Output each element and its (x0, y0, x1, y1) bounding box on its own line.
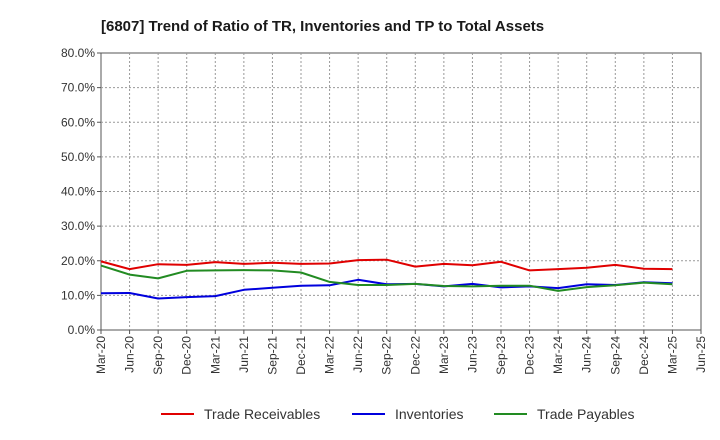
x-axis-ticks: Mar-20 Jun-20 Sep-20 Dec-20 Mar-21 Jun-21 Sep-… (94, 330, 708, 375)
x-tick-label: Sep-20 (151, 336, 165, 375)
y-axis-ticks: 0.0% 10.0% 20.0% 30.0% 40.0% 50.0% 60.0% 70.0% 8… (61, 46, 101, 337)
x-tick-label: Dec-24 (637, 336, 651, 375)
y-tick-label: 40.0% (61, 185, 95, 199)
x-tick-label: Sep-22 (380, 336, 394, 375)
x-tick-label: Mar-22 (323, 336, 337, 374)
x-tick-label: Jun-22 (351, 336, 365, 373)
x-tick-label: Mar-21 (208, 336, 222, 374)
y-tick-label: 30.0% (61, 219, 95, 233)
x-tick-label: Jun-25 (694, 336, 708, 373)
x-tick-label: Sep-23 (494, 336, 508, 375)
x-tick-label: Dec-23 (523, 336, 537, 375)
chart-title: [6807] Trend of Ratio of TR, Inventories… (101, 18, 544, 35)
y-tick-label: 0.0% (68, 323, 96, 337)
y-tick-label: 50.0% (61, 150, 95, 164)
x-tick-label: Jun-20 (123, 336, 137, 373)
series-lines (100, 258, 673, 300)
legend-label: Inventories (395, 406, 463, 422)
series-line (100, 258, 673, 272)
y-tick-label: 10.0% (61, 288, 95, 302)
x-tick-label: Dec-20 (180, 336, 194, 375)
y-tick-label: 60.0% (61, 115, 95, 129)
x-tick-label: Mar-20 (94, 336, 108, 374)
x-tick-label: Sep-21 (265, 336, 279, 375)
y-tick-label: 70.0% (61, 81, 95, 95)
x-tick-label: Jun-24 (580, 336, 594, 373)
x-tick-label: Jun-23 (465, 336, 479, 373)
x-tick-label: Dec-21 (294, 336, 308, 375)
x-tick-label: Sep-24 (608, 336, 622, 375)
legend-label: Trade Payables (537, 406, 635, 422)
legend: Trade Receivables Inventories Trade Payabl… (161, 406, 635, 422)
x-tick-label: Dec-22 (408, 336, 422, 375)
x-tick-label: Mar-23 (437, 336, 451, 374)
x-tick-label: Jun-21 (237, 336, 251, 373)
x-tick-label: Mar-24 (551, 336, 565, 374)
y-tick-label: 80.0% (61, 46, 95, 60)
x-tick-label: Mar-25 (665, 336, 679, 374)
gridlines (101, 53, 701, 330)
series-line (100, 264, 673, 292)
y-tick-label: 20.0% (61, 254, 95, 268)
legend-label: Trade Receivables (204, 406, 320, 422)
